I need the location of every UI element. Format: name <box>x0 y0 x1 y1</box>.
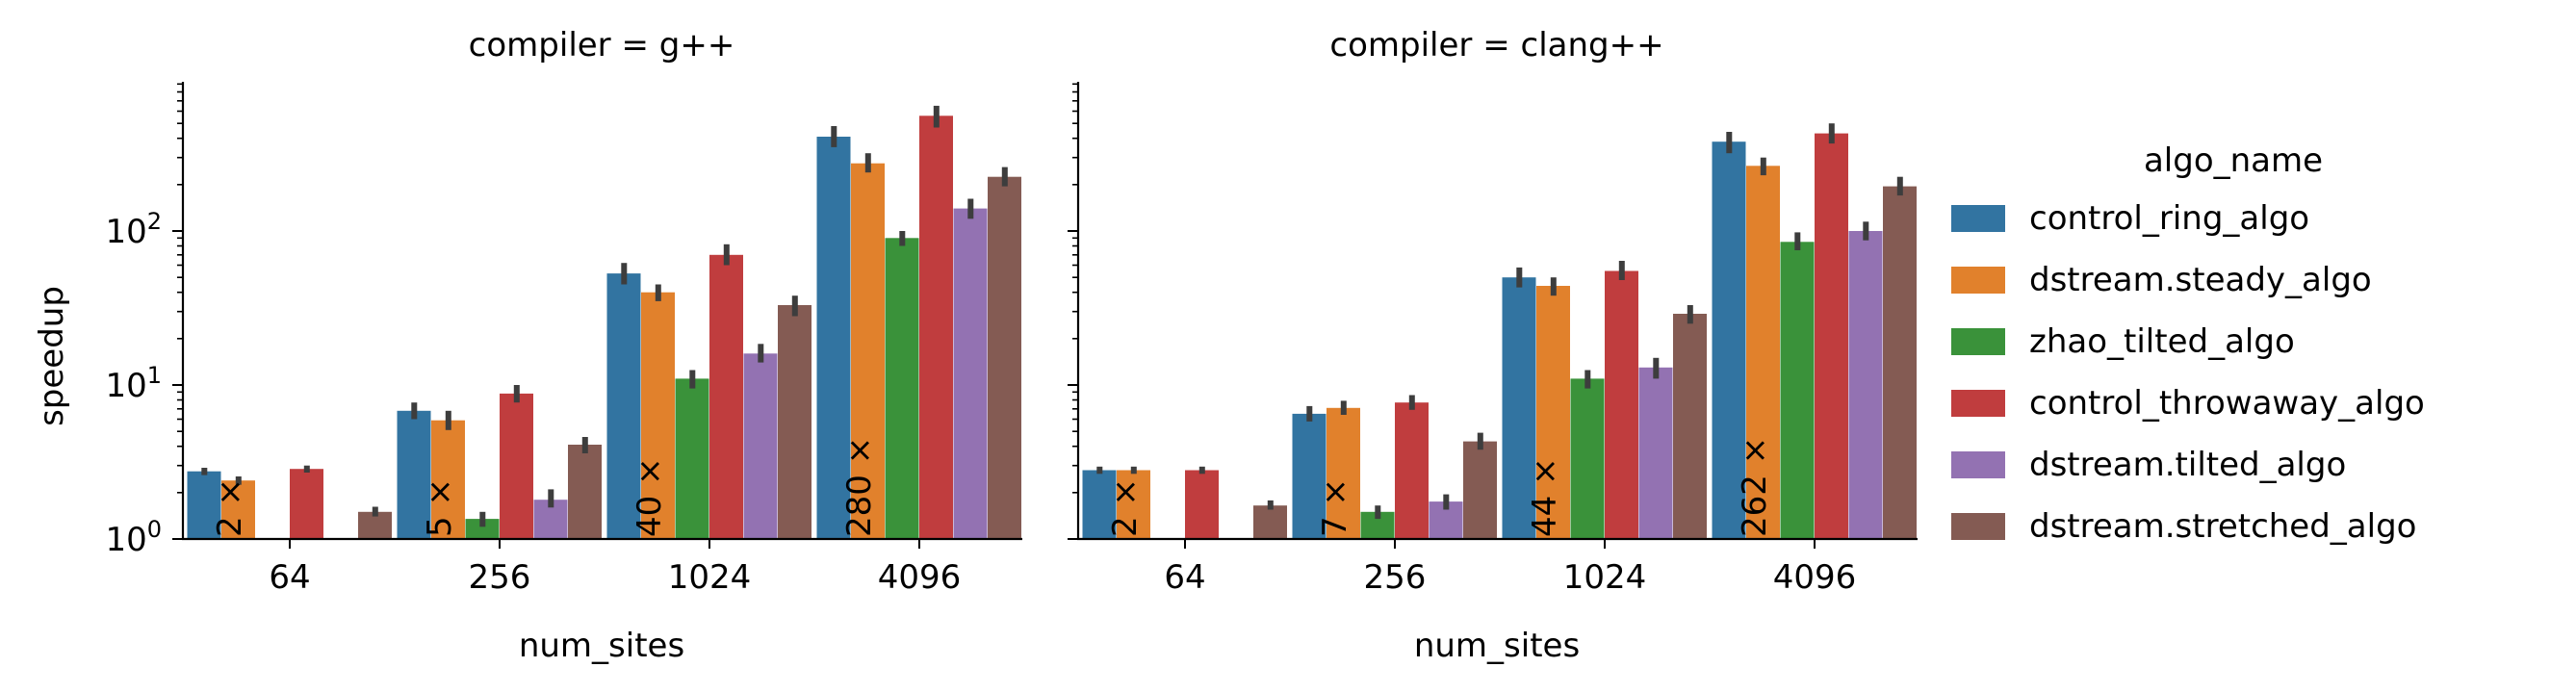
legend-label: control_throwaway_algo <box>2029 384 2425 423</box>
x-axis-label: num_sites <box>519 627 684 665</box>
bar-zhao_tilted_algo-256 <box>465 519 500 539</box>
speedup-annotation: 40 × <box>631 457 669 537</box>
speedup-annotation: 2 × <box>1106 478 1145 537</box>
bar-zhao_tilted_algo-4096 <box>885 238 919 540</box>
y-axis-label: speedup <box>33 286 71 426</box>
bar-dstream.stretched_algo-1024 <box>778 305 811 539</box>
legend-label: dstream.tilted_algo <box>2029 446 2346 484</box>
annotations-group: 2 × 5 × 40 × 280 × <box>211 437 879 537</box>
bar-dstream.steady_algo-4096 <box>851 163 885 539</box>
bar-control_throwaway_algo-4096 <box>1815 133 1848 539</box>
facet-title: compiler = clang++ <box>1329 26 1663 64</box>
bar-dstream.tilted_algo-4096 <box>1848 231 1883 539</box>
x-tick-label: 4096 <box>878 558 962 597</box>
bar-control_ring_algo-64 <box>1082 470 1117 539</box>
x-tick-label: 1024 <box>668 558 752 597</box>
x-tick-label: 64 <box>269 558 310 597</box>
bar-zhao_tilted_algo-4096 <box>1780 242 1815 540</box>
y-tick-label: 100 <box>105 516 162 559</box>
bar-dstream.stretched_algo-4096 <box>988 176 1021 539</box>
bar-dstream.steady_algo-64 <box>1117 470 1150 539</box>
bar-zhao_tilted_algo-1024 <box>675 378 709 539</box>
bar-control_ring_algo-4096 <box>816 137 851 539</box>
bar-control_throwaway_algo-256 <box>1395 402 1429 539</box>
x-tick-label: 256 <box>469 558 531 597</box>
y-tick-label: 101 <box>105 362 162 405</box>
x-ticks: 64 256 1024 4096 <box>269 539 961 597</box>
y-ticks <box>1068 83 1078 540</box>
bar-dstream.steady_algo-1024 <box>1536 286 1570 539</box>
bar-dstream.stretched_algo-256 <box>1463 441 1497 539</box>
legend-swatch <box>1951 451 2005 478</box>
bar-dstream.tilted_algo-1024 <box>743 353 778 539</box>
bar-dstream.tilted_algo-4096 <box>953 208 988 539</box>
bar-control_throwaway_algo-64 <box>1185 470 1219 539</box>
legend: algo_name control_ring_algo dstream.stead… <box>1951 141 2425 546</box>
legend-label: dstream.stretched_algo <box>2029 507 2416 546</box>
annotations-group: 2 × 7 × 44 × 262 × <box>1106 437 1774 537</box>
bar-control_ring_algo-256 <box>397 410 431 539</box>
speedup-annotation: 2 × <box>211 478 249 537</box>
bar-control_throwaway_algo-1024 <box>1605 270 1638 539</box>
bar-zhao_tilted_algo-1024 <box>1570 378 1605 539</box>
speedup-annotation: 280 × <box>840 437 879 537</box>
bar-dstream.steady_algo-256 <box>1327 407 1360 539</box>
bar-control_ring_algo-1024 <box>606 273 641 539</box>
x-tick-label: 1024 <box>1563 558 1647 597</box>
legend-swatch <box>1951 205 2005 232</box>
bar-control_throwaway_algo-1024 <box>709 254 743 539</box>
legend-title: algo_name <box>2144 141 2323 180</box>
legend-label: control_ring_algo <box>2029 199 2309 238</box>
facet-gpp: compiler = g++ speedup num_sites 2 × 5 × 4… <box>33 26 1022 665</box>
speedup-annotation: 44 × <box>1526 457 1564 537</box>
legend-swatch <box>1951 328 2005 355</box>
bar-control_throwaway_algo-4096 <box>919 116 953 540</box>
speedup-annotation: 7 × <box>1316 478 1354 537</box>
legend-swatch <box>1951 513 2005 540</box>
bar-control_ring_algo-64 <box>187 471 221 539</box>
bar-control_ring_algo-256 <box>1292 413 1327 539</box>
bar-dstream.steady_algo-64 <box>221 480 255 539</box>
x-tick-label: 64 <box>1164 558 1205 597</box>
bars-group <box>187 116 1021 540</box>
legend-entries: control_ring_algo dstream.steady_algozhao… <box>1951 199 2425 546</box>
bar-dstream.stretched_algo-1024 <box>1673 314 1707 539</box>
bar-dstream.steady_algo-1024 <box>641 292 675 539</box>
bar-dstream.stretched_algo-256 <box>568 445 602 539</box>
bar-control_throwaway_algo-64 <box>290 469 323 539</box>
x-axis-label: num_sites <box>1414 627 1580 665</box>
bar-control_throwaway_algo-256 <box>500 393 533 539</box>
speedup-annotation: 262 × <box>1736 437 1774 537</box>
bar-dstream.stretched_algo-4096 <box>1883 186 1917 539</box>
bar-control_ring_algo-4096 <box>1712 141 1746 539</box>
errorbars-group <box>1096 123 1903 520</box>
bar-dstream.steady_algo-4096 <box>1746 166 1780 540</box>
x-tick-label: 256 <box>1364 558 1427 597</box>
bars-group <box>1082 133 1917 540</box>
errorbars-group <box>201 105 1008 527</box>
y-ticks: 100 101 102 <box>105 83 183 559</box>
facet-clangpp: compiler = clang++ num_sites 2 × 7 × 44 × 2… <box>1068 26 1918 665</box>
bar-dstream.steady_algo-256 <box>431 420 465 539</box>
legend-swatch <box>1951 390 2005 417</box>
y-tick-label: 102 <box>105 208 162 251</box>
bar-control_ring_algo-1024 <box>1502 277 1536 539</box>
legend-label: zhao_tilted_algo <box>2029 322 2295 361</box>
legend-label: dstream.steady_algo <box>2029 261 2372 299</box>
legend-swatch <box>1951 267 2005 294</box>
facet-title: compiler = g++ <box>469 26 735 64</box>
bar-dstream.tilted_algo-1024 <box>1638 367 1673 539</box>
x-ticks: 64 256 1024 4096 <box>1164 539 1856 597</box>
x-tick-label: 4096 <box>1773 558 1857 597</box>
bar-dstream.stretched_algo-64 <box>1253 505 1287 539</box>
speedup-annotation: 5 × <box>421 478 459 537</box>
